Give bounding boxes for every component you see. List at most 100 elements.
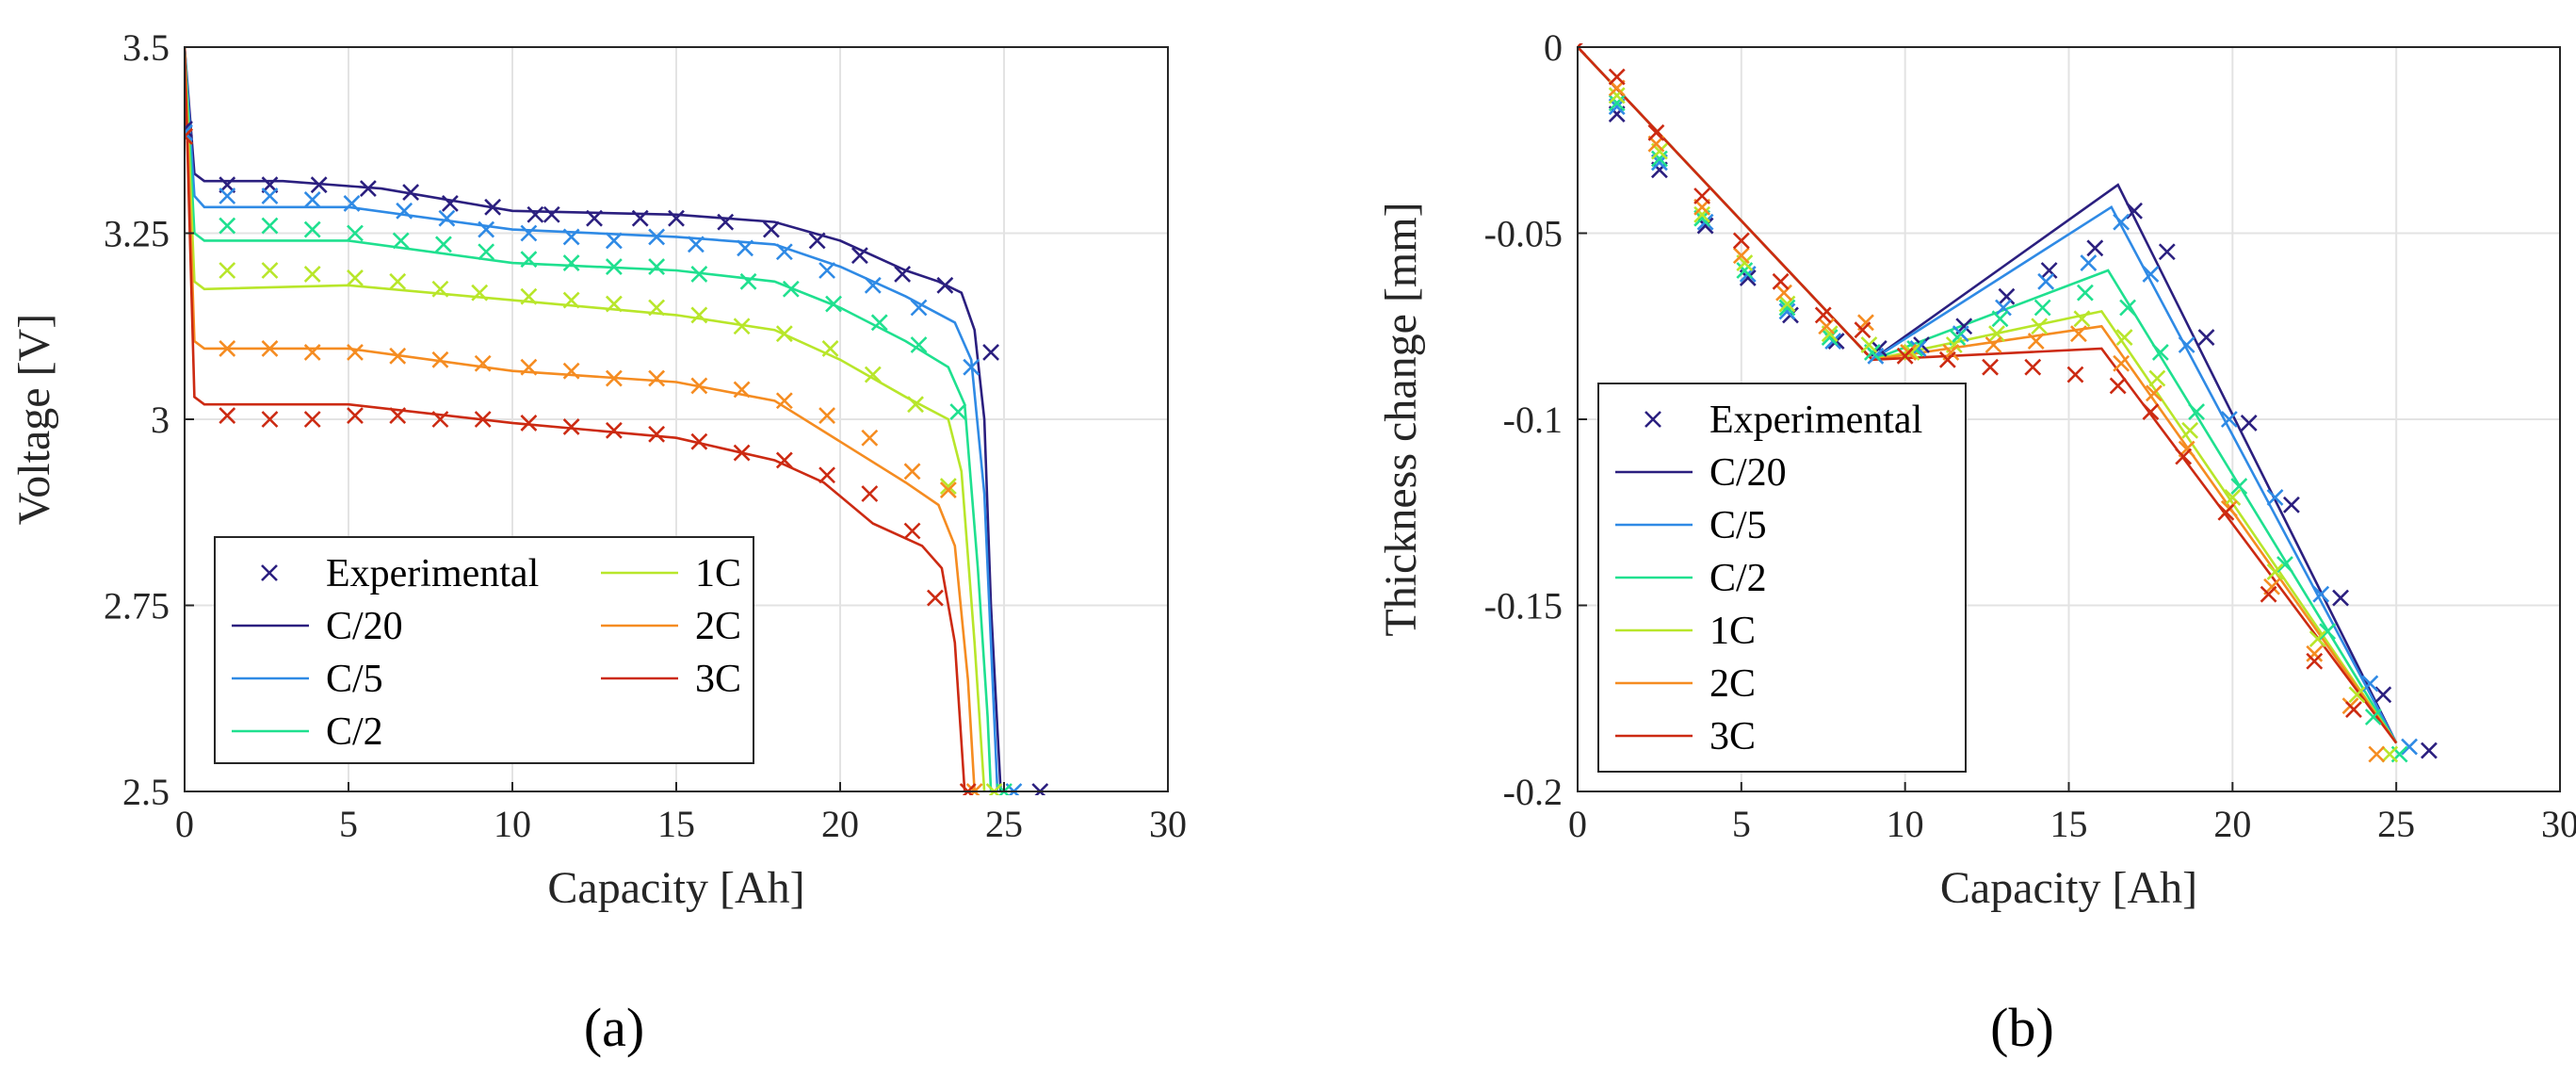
panel-b-exp-point-C-5 bbox=[2266, 489, 2284, 506]
panel-a-exp-point-C-20 bbox=[359, 180, 377, 198]
panel-a-legend-label: Experimental bbox=[326, 552, 539, 595]
panel-b-exp-point-C-2 bbox=[2188, 403, 2206, 421]
panel-a-xtick-label: 20 bbox=[821, 803, 859, 845]
panel-a-exp-point-C-20 bbox=[441, 194, 459, 212]
panel-b-exp-point-3C bbox=[2306, 652, 2324, 670]
panel-a-exp-point-2C bbox=[520, 358, 538, 376]
panel-b-exp-point-1C bbox=[2224, 489, 2242, 506]
panel-b-ytick-label: -0.1 bbox=[1503, 399, 1563, 441]
panel-b-exp-point-3C bbox=[1938, 351, 1956, 368]
panel-b-exp-point-C-5 bbox=[1995, 299, 2012, 317]
panel-a-exp-point-3C bbox=[733, 444, 751, 462]
panel-a-exp-point-C-2 bbox=[478, 243, 495, 261]
panel-a-exp-point-2C bbox=[648, 369, 666, 387]
panel-a-exp-point-3C bbox=[185, 127, 193, 145]
panel-a-exp-point-1C bbox=[775, 325, 793, 343]
panel-a-exp-point-C-5 bbox=[261, 187, 279, 204]
panel-b-exp-point-C-5 bbox=[2220, 411, 2238, 428]
panel-a-exp-point-C-5 bbox=[562, 228, 580, 246]
panel-b-exp-point-1C bbox=[1693, 205, 1711, 223]
panel-b-exp-point-C-20 bbox=[2040, 262, 2058, 279]
panel-a-exp-point-C-20 bbox=[631, 209, 649, 227]
panel-a-exp-point-C-5 bbox=[605, 232, 623, 250]
panel-a-exp-point-2C bbox=[939, 481, 957, 498]
panel-b-exp-point-C-5 bbox=[2142, 266, 2160, 283]
panel-b-model-line-3C bbox=[1578, 46, 2398, 744]
panel-a-exp-point-C-5 bbox=[775, 243, 793, 261]
panel-b-exp-point-C-2 bbox=[1608, 94, 1626, 112]
panel-a-exp-point-C-2 bbox=[739, 272, 757, 290]
panel-b-exp-point-1C bbox=[2073, 310, 2091, 328]
panel-a-legend-label: C/2 bbox=[326, 710, 383, 754]
panel-b-exp-point-C-5 bbox=[2401, 738, 2418, 756]
panel-a-exp-point-3C bbox=[520, 415, 538, 432]
panel-b-exp-point-C-2 bbox=[1821, 329, 1839, 347]
panel-a-exp-point-C-5 bbox=[648, 228, 666, 246]
panel-a-exp-point-2C bbox=[389, 347, 407, 365]
panel-b-exp-point-3C bbox=[1647, 123, 1665, 141]
panel-a-exp-point-C-5 bbox=[910, 299, 928, 317]
panel-a-exp-point-3C bbox=[347, 407, 364, 424]
panel-a-exp-point-2C bbox=[474, 354, 492, 372]
panel-a-exp-point-1C bbox=[520, 287, 538, 305]
panel-a-exp-point-C-2 bbox=[949, 403, 967, 421]
panel-a-legend-label: C/20 bbox=[326, 605, 403, 648]
panel-b-exp-point-C-2 bbox=[2230, 478, 2248, 496]
panel-b-exp-point-C-2 bbox=[2319, 623, 2337, 641]
panel-b-exp-point-1C bbox=[2309, 630, 2326, 647]
panel-b-exp-point-C-2 bbox=[2276, 556, 2293, 573]
panel-a-exp-point-3C bbox=[903, 522, 921, 540]
panel-b-exp-point-C-2 bbox=[2076, 284, 2094, 302]
panel-b-exp-point-1C bbox=[1860, 336, 1878, 353]
panel-b-exp-point-C-5 bbox=[2037, 272, 2055, 290]
panel-a-exp-point-2C bbox=[303, 343, 321, 361]
panel-b-exp-point-1C bbox=[1778, 295, 1796, 313]
panel-b-ytick-label: 0 bbox=[1544, 26, 1563, 69]
panel-b-xtick-label: 15 bbox=[2050, 803, 2088, 845]
panel-a-exp-point-3C bbox=[775, 451, 793, 469]
panel-a-exp-point-1C bbox=[471, 284, 489, 302]
panel-a-exp-point-1C bbox=[648, 299, 666, 317]
panel-b-exp-point-1C bbox=[2148, 369, 2166, 387]
panel-a-xtick-label: 25 bbox=[985, 803, 1023, 845]
panel-a-exp-point-C-2 bbox=[870, 314, 888, 332]
panel-a-exp-point-1C bbox=[864, 366, 882, 383]
panel-a-exp-point-2C bbox=[775, 392, 793, 410]
panel-a-legend-label: 3C bbox=[695, 658, 741, 701]
panel-a-exp-point-3C bbox=[303, 411, 321, 428]
panel-b-exp-point-2C bbox=[1985, 336, 2002, 353]
panel-a-exp-point-3C bbox=[605, 421, 623, 439]
panel-b-exp-point-C-5 bbox=[2361, 675, 2379, 693]
panel-b-exp-point-3C bbox=[1814, 306, 1832, 324]
panel-b-exp-point-3C bbox=[1693, 187, 1711, 204]
panel-a-exp-point-C-2 bbox=[825, 295, 842, 313]
panel-a-exp-point-3C bbox=[648, 425, 666, 443]
panel-a-exp-point-1C bbox=[431, 280, 449, 298]
panel-b-xtick-label: 30 bbox=[2541, 803, 2576, 845]
panel-b-exp-point-2C bbox=[1818, 318, 1836, 335]
panel-b-exp-point-3C bbox=[2024, 358, 2042, 376]
panel-a-exp-point-1C bbox=[605, 295, 623, 313]
panel-a-ytick-label: 2.75 bbox=[104, 585, 170, 628]
panel-a-xtick-label: 0 bbox=[175, 803, 194, 845]
panel-a-exp-point-C-5 bbox=[478, 220, 495, 238]
chart-panel-a: 0 5 10 15 20 25 30 2.5 2.75 3 3.25 3.5 Capacity [Ah]… bbox=[9, 26, 1187, 913]
panel-a-exp-point-C-2 bbox=[910, 336, 928, 353]
panel-a-ylabel: Voltage [V] bbox=[9, 314, 59, 525]
panel-a-legend-label: 1C bbox=[695, 552, 741, 595]
panel-a-exp-point-1C bbox=[562, 291, 580, 309]
panel-a-exp-point-C-5 bbox=[343, 194, 361, 212]
panel-a-exp-point-C-20 bbox=[310, 176, 328, 194]
panel-b-ytick-label: -0.05 bbox=[1484, 213, 1563, 255]
panel-b-exp-point-2C bbox=[1775, 284, 1792, 302]
panel-a-legend-label: 2C bbox=[695, 605, 741, 648]
panel-a-ytick-label: 3.25 bbox=[104, 213, 170, 255]
panel-b-exp-point-C-20 bbox=[2332, 589, 2349, 607]
panel-a-exp-point-C-5 bbox=[818, 262, 835, 279]
panel-b-exp-point-2C bbox=[2368, 745, 2386, 763]
panel-a-exp-point-2C bbox=[219, 340, 236, 357]
panel-a-exp-point-2C bbox=[431, 351, 449, 368]
panel-b-xtick-label: 25 bbox=[2377, 803, 2415, 845]
panel-a-exp-point-C-2 bbox=[520, 251, 538, 269]
panel-a-model-line-1C bbox=[185, 46, 986, 792]
